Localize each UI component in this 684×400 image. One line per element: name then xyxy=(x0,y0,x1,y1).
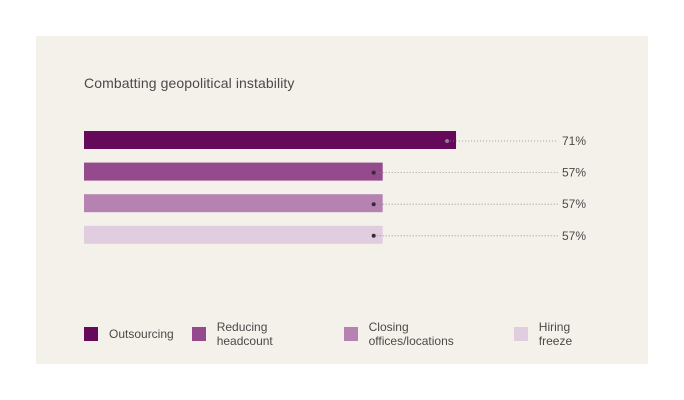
value-label-closing-offices-locations: 57% xyxy=(562,197,586,211)
legend-item-outsourcing: Outsourcing xyxy=(84,327,174,341)
leader-dot-closing-offices-locations xyxy=(371,202,376,207)
legend-label-reducing-headcount: Reducing headcount xyxy=(216,320,273,348)
leader-dot-outsourcing xyxy=(445,139,450,143)
legend-label-hiring-freeze: Hiring freeze xyxy=(538,320,573,348)
value-label-outsourcing: 71% xyxy=(562,134,586,148)
bar-closing-offices-locations xyxy=(84,194,383,213)
bar-outsourcing xyxy=(84,131,457,149)
value-label-reducing-headcount: 57% xyxy=(562,166,586,180)
legend-label-closing-offices: Closing offices/locations xyxy=(368,320,454,348)
legend-swatch-reducing-headcount xyxy=(191,327,206,341)
leader-dot-hiring-freeze xyxy=(371,233,376,238)
legend-item-closing-offices: Closing offices/locations xyxy=(343,320,496,348)
value-label-hiring-freeze: 57% xyxy=(562,229,586,243)
legend-swatch-hiring-freeze xyxy=(513,327,528,341)
legend-swatch-outsourcing xyxy=(84,327,98,341)
legend-item-hiring-freeze: Hiring freeze xyxy=(513,320,606,348)
legend-swatch-closing-offices xyxy=(343,327,358,341)
legend: Outsourcing Reducing headcount Closing o… xyxy=(84,320,624,348)
chart-title: Combatting geopolitical instability xyxy=(84,75,295,91)
leader-dot-reducing-headcount xyxy=(371,170,376,175)
legend-label-outsourcing: Outsourcing xyxy=(109,327,174,341)
bar-chart: 71% 57% 57% 57% xyxy=(84,131,586,244)
bar-hiring-freeze xyxy=(84,225,383,244)
chart-card: Combatting geopolitical instability 71% 5… xyxy=(36,36,648,364)
bar-reducing-headcount xyxy=(84,162,383,181)
legend-item-reducing-headcount: Reducing headcount xyxy=(191,320,326,348)
